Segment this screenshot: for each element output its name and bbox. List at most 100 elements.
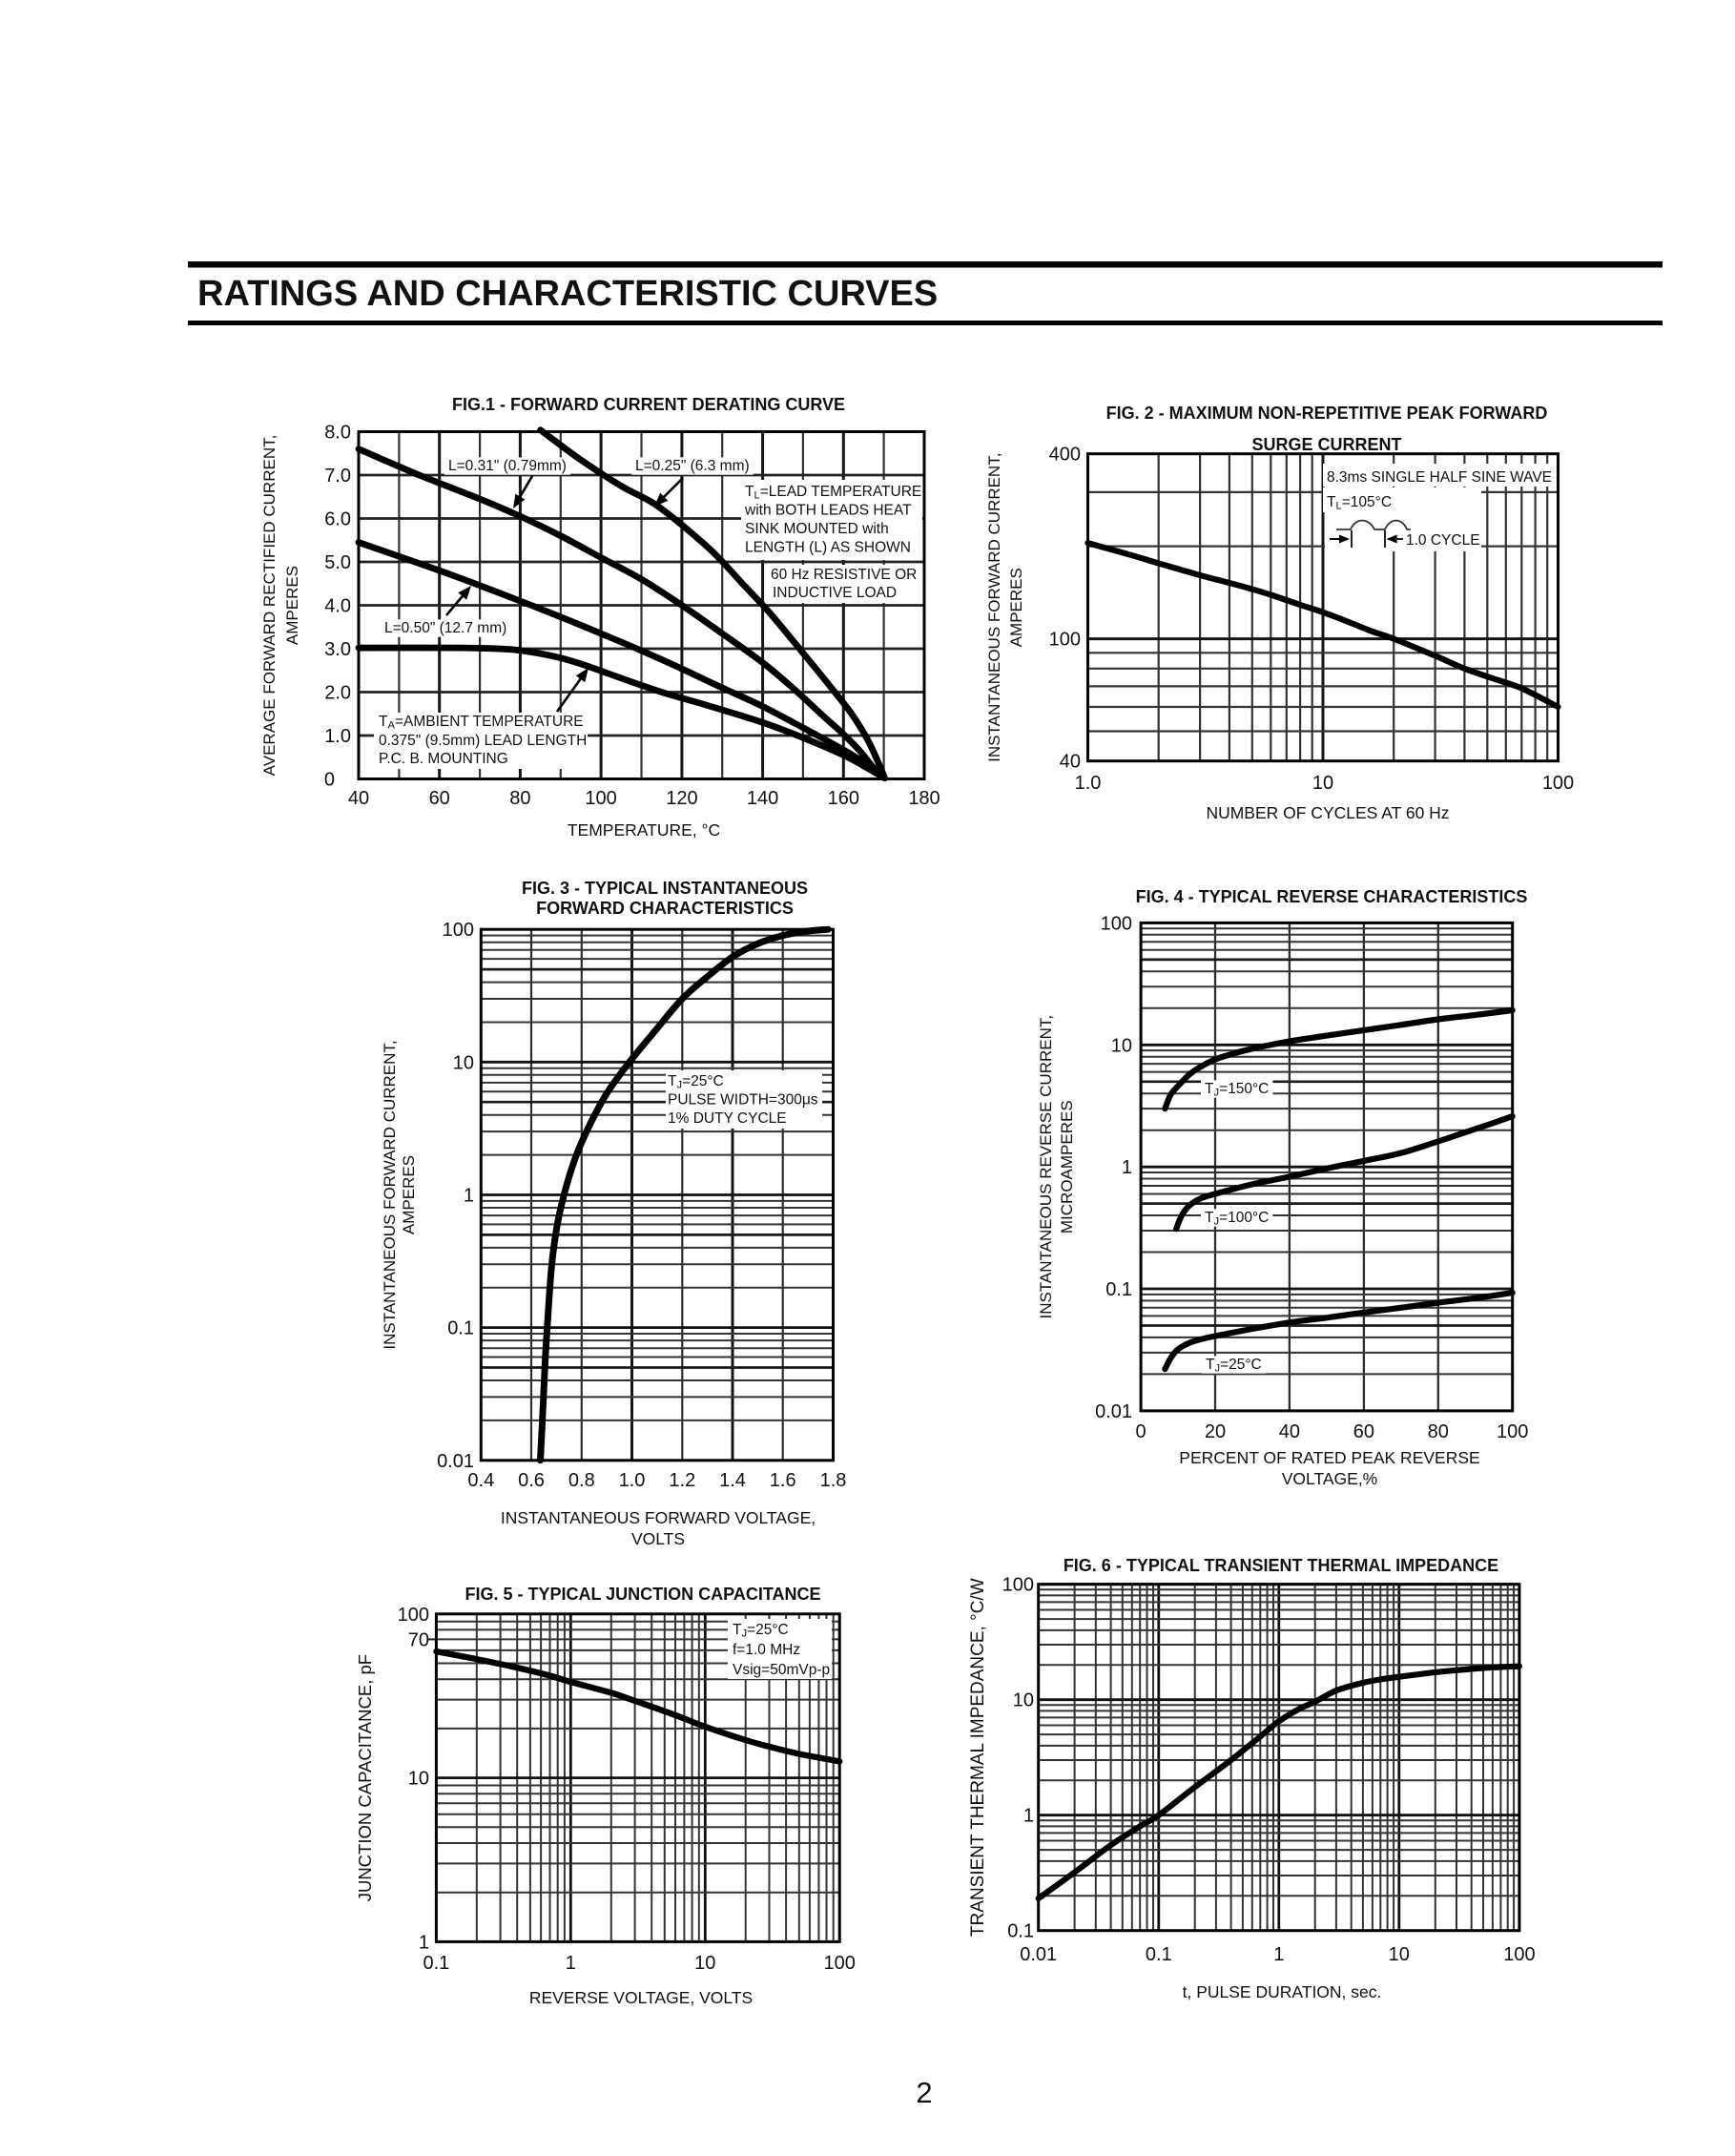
svg-text:160: 160 bbox=[828, 788, 859, 809]
svg-text:100: 100 bbox=[585, 788, 616, 809]
svg-text:0.6: 0.6 bbox=[518, 1470, 545, 1491]
svg-text:AVERAGE FORWARD RECTIFIED CURR: AVERAGE FORWARD RECTIFIED CURRENT, bbox=[260, 435, 279, 777]
svg-text:40: 40 bbox=[348, 788, 369, 809]
svg-text:TJ​=25°C: TJ​=25°C bbox=[733, 1622, 789, 1640]
svg-text:100: 100 bbox=[1101, 913, 1132, 934]
svg-text:FIG.1 - FORWARD CURRENT DERATI: FIG.1 - FORWARD CURRENT DERATING CURVE bbox=[452, 395, 845, 414]
svg-text:Vsig=50mVp-p: Vsig=50mVp-p bbox=[733, 1662, 830, 1678]
svg-text:0.01: 0.01 bbox=[1095, 1401, 1132, 1422]
svg-text:TJ​=25°C: TJ​=25°C bbox=[668, 1073, 724, 1091]
svg-text:1.0: 1.0 bbox=[619, 1470, 646, 1491]
svg-text:0.1: 0.1 bbox=[1007, 1921, 1034, 1942]
svg-text:JUNCTION CAPACITANCE, pF: JUNCTION CAPACITANCE, pF bbox=[355, 1654, 375, 1901]
svg-text:TL​=LEAD TEMPERATURE: TL​=LEAD TEMPERATURE bbox=[745, 484, 921, 502]
svg-text:60: 60 bbox=[429, 788, 450, 809]
svg-text:40: 40 bbox=[1279, 1421, 1300, 1442]
svg-text:0.375" (9.5mm) LEAD LENGTH: 0.375" (9.5mm) LEAD LENGTH bbox=[379, 733, 587, 749]
svg-text:7.0: 7.0 bbox=[324, 466, 351, 487]
svg-text:INSTANTANEOUS FORWARD VOLTAGE,: INSTANTANEOUS FORWARD VOLTAGE, bbox=[501, 1508, 816, 1527]
svg-text:PERCENT OF RATED PEAK REVERSE: PERCENT OF RATED PEAK REVERSE bbox=[1179, 1448, 1479, 1467]
svg-text:0.1: 0.1 bbox=[447, 1318, 474, 1339]
svg-text:20: 20 bbox=[1205, 1421, 1226, 1442]
svg-text:RATINGS AND CHARACTERISTIC CUR: RATINGS AND CHARACTERISTIC CURVES bbox=[197, 274, 938, 314]
svg-text:80: 80 bbox=[509, 788, 530, 809]
svg-text:6.0: 6.0 bbox=[324, 509, 351, 530]
svg-text:2.0: 2.0 bbox=[324, 683, 351, 704]
svg-text:1.8: 1.8 bbox=[820, 1470, 847, 1491]
svg-text:f=1.0 MHz: f=1.0 MHz bbox=[733, 1642, 800, 1658]
svg-text:TEMPERATURE, °C: TEMPERATURE, °C bbox=[568, 820, 720, 840]
svg-text:VOLTAGE,%: VOLTAGE,% bbox=[1282, 1469, 1378, 1488]
svg-text:0: 0 bbox=[1136, 1421, 1146, 1442]
svg-text:180: 180 bbox=[908, 788, 940, 809]
svg-text:10: 10 bbox=[1013, 1690, 1034, 1711]
svg-text:1: 1 bbox=[419, 1932, 429, 1953]
svg-text:INSTANTANEOUS REVERSE CURRENT: INSTANTANEOUS REVERSE CURRENT, bbox=[1037, 1015, 1055, 1319]
svg-text:70: 70 bbox=[408, 1629, 429, 1650]
svg-text:10: 10 bbox=[694, 1953, 715, 1974]
svg-text:TJ​=150°C: TJ​=150°C bbox=[1205, 1081, 1269, 1099]
svg-text:t, PULSE DURATION, sec.: t, PULSE DURATION, sec. bbox=[1183, 1982, 1382, 2001]
svg-text:L=0.31" (0.79mm): L=0.31" (0.79mm) bbox=[448, 458, 567, 474]
svg-text:120: 120 bbox=[666, 788, 697, 809]
svg-text:1: 1 bbox=[1273, 1944, 1284, 1965]
svg-text:40: 40 bbox=[1060, 752, 1081, 773]
svg-text:1.6: 1.6 bbox=[770, 1470, 796, 1491]
svg-text:60: 60 bbox=[1353, 1421, 1374, 1442]
svg-text:SURGE CURRENT: SURGE CURRENT bbox=[1251, 435, 1401, 454]
svg-text:NUMBER OF CYCLES AT 60 Hz: NUMBER OF CYCLES AT 60 Hz bbox=[1206, 803, 1449, 822]
svg-text:INSTANTANEOUS FORWARD CURRENT,: INSTANTANEOUS FORWARD CURRENT, bbox=[381, 1040, 399, 1349]
svg-text:0.01: 0.01 bbox=[437, 1451, 474, 1472]
svg-text:1.2: 1.2 bbox=[669, 1470, 695, 1491]
svg-text:0.1: 0.1 bbox=[1146, 1944, 1172, 1965]
svg-text:TRANSIENT THERMAL IMPEDANCE, °: TRANSIENT THERMAL IMPEDANCE, °C/W bbox=[968, 1578, 988, 1937]
svg-text:FIG. 6 - TYPICAL TRANSIENT THE: FIG. 6 - TYPICAL TRANSIENT THERMAL IMPED… bbox=[1064, 1556, 1498, 1575]
svg-text:INDUCTIVE LOAD: INDUCTIVE LOAD bbox=[773, 585, 897, 601]
svg-text:10: 10 bbox=[1389, 1944, 1410, 1965]
svg-text:1: 1 bbox=[464, 1186, 474, 1207]
svg-text:PULSE WIDTH=300μs: PULSE WIDTH=300μs bbox=[668, 1092, 818, 1109]
svg-text:5.0: 5.0 bbox=[324, 552, 351, 573]
svg-text:100: 100 bbox=[398, 1605, 429, 1626]
svg-text:1.0 CYCLE: 1.0 CYCLE bbox=[1406, 532, 1480, 549]
svg-text:1: 1 bbox=[1122, 1157, 1132, 1178]
svg-text:AMPERES: AMPERES bbox=[400, 1155, 418, 1234]
svg-text:0.1: 0.1 bbox=[423, 1953, 449, 1974]
svg-text:1% DUTY CYCLE: 1% DUTY CYCLE bbox=[668, 1110, 787, 1127]
svg-text:10: 10 bbox=[408, 1769, 429, 1790]
svg-text:400: 400 bbox=[1049, 445, 1081, 466]
svg-text:10: 10 bbox=[1312, 773, 1333, 794]
svg-text:80: 80 bbox=[1428, 1421, 1449, 1442]
svg-text:0.1: 0.1 bbox=[1105, 1279, 1132, 1300]
svg-text:100: 100 bbox=[1002, 1575, 1034, 1596]
svg-text:8.0: 8.0 bbox=[324, 423, 351, 444]
svg-text:1.0: 1.0 bbox=[324, 726, 351, 747]
svg-text:1: 1 bbox=[1023, 1806, 1034, 1827]
svg-text:100: 100 bbox=[443, 920, 474, 941]
svg-text:4.0: 4.0 bbox=[324, 596, 351, 617]
svg-text:L=0.50" (12.7 mm): L=0.50" (12.7 mm) bbox=[384, 620, 506, 636]
svg-text:MICROAMPERES: MICROAMPERES bbox=[1058, 1100, 1076, 1233]
svg-text:140: 140 bbox=[747, 788, 778, 809]
svg-text:SINK MOUNTED with: SINK MOUNTED with bbox=[745, 521, 889, 537]
svg-text:TL​=105°C: TL​=105°C bbox=[1327, 494, 1392, 512]
svg-text:FORWARD CHARACTERISTICS: FORWARD CHARACTERISTICS bbox=[536, 899, 794, 918]
svg-text:10: 10 bbox=[453, 1052, 474, 1073]
svg-text:0.8: 0.8 bbox=[568, 1470, 595, 1491]
svg-text:10: 10 bbox=[1111, 1035, 1132, 1056]
svg-text:100: 100 bbox=[1503, 1944, 1535, 1965]
svg-text:0.4: 0.4 bbox=[467, 1470, 494, 1491]
svg-text:LENGTH (L) AS SHOWN: LENGTH (L) AS SHOWN bbox=[745, 540, 911, 556]
svg-text:TJ​=25°C: TJ​=25°C bbox=[1206, 1357, 1262, 1375]
svg-text:100: 100 bbox=[824, 1953, 856, 1974]
svg-text:AMPERES: AMPERES bbox=[283, 566, 301, 645]
svg-text:0.01: 0.01 bbox=[1020, 1944, 1057, 1965]
svg-text:FIG. 5 - TYPICAL JUNCTION CAPA: FIG. 5 - TYPICAL JUNCTION CAPACITANCE bbox=[465, 1585, 820, 1604]
svg-text:with BOTH LEADS HEAT: with BOTH LEADS HEAT bbox=[744, 503, 912, 519]
svg-text:FIG. 4 - TYPICAL REVERSE CHARA: FIG. 4 - TYPICAL REVERSE CHARACTERISTICS bbox=[1136, 887, 1528, 906]
svg-text:REVERSE VOLTAGE, VOLTS: REVERSE VOLTAGE, VOLTS bbox=[529, 1988, 753, 2007]
svg-text:FIG. 2 - MAXIMUM NON-REPETITIV: FIG. 2 - MAXIMUM NON-REPETITIVE PEAK FOR… bbox=[1106, 404, 1548, 423]
svg-text:FIG. 3 - TYPICAL INSTANTANEOUS: FIG. 3 - TYPICAL INSTANTANEOUS bbox=[522, 879, 808, 898]
svg-text:VOLTS: VOLTS bbox=[631, 1529, 685, 1548]
svg-text:60 Hz RESISTIVE OR: 60 Hz RESISTIVE OR bbox=[771, 567, 917, 583]
